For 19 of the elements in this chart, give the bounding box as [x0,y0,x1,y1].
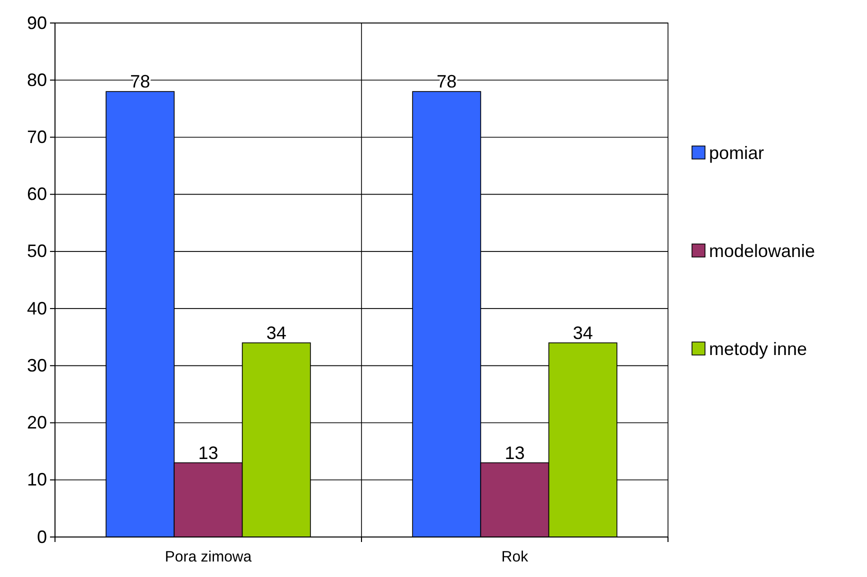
y-tick-label: 40 [26,298,47,318]
legend-label: modelowanie [709,241,816,261]
data-label: 13 [198,442,218,463]
y-tick-label: 10 [26,470,47,490]
data-label: 34 [572,322,593,343]
y-tick-label: 90 [26,12,47,33]
y-tick-label: 0 [36,526,47,547]
legend-label: pomiar [709,143,764,163]
y-tick-label: 30 [26,355,47,376]
data-label: 34 [266,322,286,343]
data-label: 13 [504,442,525,463]
y-tick-label: 60 [26,184,47,204]
x-tick-label: Pora zimowa [164,548,252,566]
y-tick-label: 50 [26,241,47,262]
legend-label: metody inne [709,339,808,359]
y-tick-label: 20 [26,412,47,433]
y-tick-label: 70 [26,126,47,147]
y-tick-label: 80 [26,70,47,90]
x-tick-label: Rok [501,548,529,566]
